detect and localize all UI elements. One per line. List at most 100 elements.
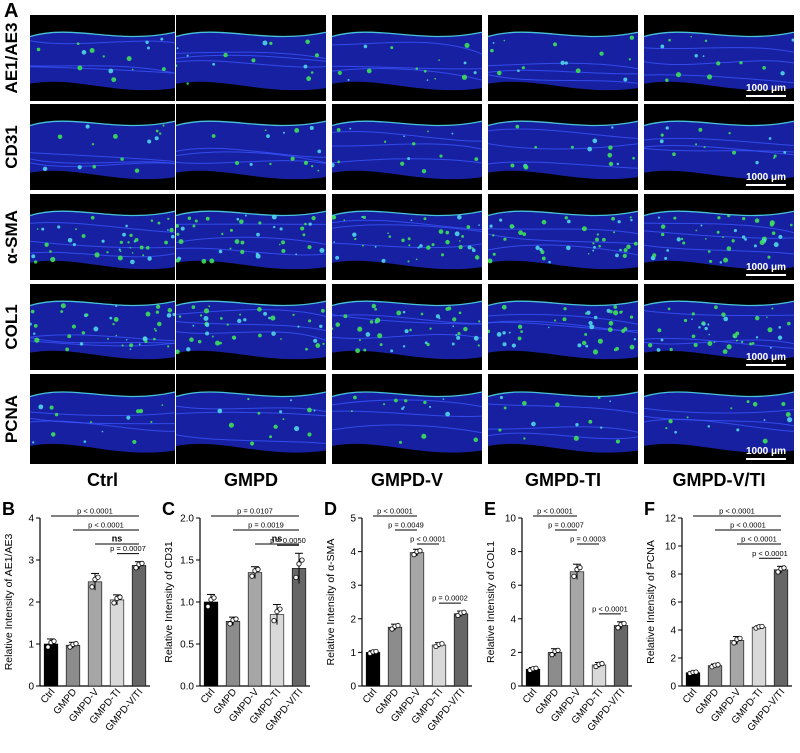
bar-gmpd-v-ti (773, 569, 789, 687)
significance-bracket: p = 0.0007 (548, 521, 584, 531)
tissue-section (644, 32, 794, 91)
p-value-label: p = 0.0107 (237, 507, 273, 516)
significance-bracket: p < 0.0001 (752, 549, 788, 559)
p-value-label: p < 0.0001 (537, 507, 573, 516)
micrograph-col1-gmpd (176, 284, 326, 370)
y-axis-label: Relative Intensity of α-SMA (325, 539, 337, 666)
chart-c: C Relative Intensity of CD31 0.0 0.5 1.0 1.5 2… (160, 498, 318, 748)
bar-gmpd (225, 621, 241, 687)
y-tick-label: 10 (505, 514, 517, 525)
micrograph--sma-gmpd-v (332, 194, 482, 280)
scale-bar: 1000 μm (745, 352, 786, 366)
significance-bracket: p = 0.0049 (388, 521, 424, 531)
tissue-section (176, 301, 326, 360)
data-point (417, 548, 423, 554)
scale-bar-label: 1000 μm (745, 83, 786, 94)
micrograph--sma-ctrl (30, 194, 175, 280)
y-axis-label: Relative Intensity of COL1 (485, 541, 497, 663)
panel-letter-f: F (644, 499, 655, 519)
y-tick-label: 2 (510, 648, 516, 659)
p-value-label: p < 0.0001 (752, 549, 788, 558)
data-point (51, 638, 57, 644)
micrograph-cd31-gmpd (176, 104, 326, 190)
p-value-label: p < 0.0001 (592, 604, 628, 613)
y-tick-label: 0.5 (180, 640, 194, 651)
bar-gmpd-v-ti (453, 613, 469, 687)
y-tick-label: 4 (510, 614, 516, 625)
significance-bracket: p < 0.0001 (592, 604, 628, 615)
y-tick-label: 1 (28, 640, 34, 651)
p-value-label: p = 0.0007 (548, 521, 584, 530)
p-value-label: ns (112, 534, 123, 544)
data-point (395, 622, 401, 629)
bar-gmpd-v (247, 572, 263, 687)
micrograph--sma-gmpd (176, 194, 326, 280)
y-axis-label: Relative Intensity of CD31 (163, 541, 175, 663)
scale-bar-line (745, 458, 786, 460)
bar-gmpd-v-ti (613, 625, 629, 687)
tissue-section (30, 392, 175, 453)
micrograph-cd31-gmpd-ti (488, 104, 638, 190)
y-tick-label: 0 (670, 682, 676, 693)
significance-bracket: p < 0.0001 (73, 521, 139, 531)
bar-gmpd-v-ti (131, 565, 147, 687)
chart-f: F Relative Intensity of PCNA 0 2 4 6 8 10 12 Ctrl… (642, 498, 800, 748)
y-tick-label: 6 (670, 598, 676, 609)
significance-bracket: p < 0.0001 (373, 507, 417, 517)
significance-bracket: p = 0.0007 (110, 544, 146, 555)
y-tick-label: 2 (350, 614, 356, 625)
column-label-gmpd-v: GMPD-V (371, 470, 443, 490)
micrograph-ae1-ae3-gmpd-v (332, 15, 482, 101)
micrograph-col1-ctrl (30, 284, 175, 370)
bar-ctrl (203, 601, 219, 687)
y-tick-label: 2 (28, 598, 34, 609)
data-point (461, 609, 467, 615)
y-tick-label: 4 (350, 547, 356, 558)
micrograph-pcna-ctrl (30, 374, 175, 464)
p-value-label: ns (272, 534, 283, 544)
scale-bar-label: 1000 μm (745, 352, 786, 363)
scale-bar: 1000 μm (745, 83, 786, 97)
p-value-label: p < 0.0001 (719, 507, 755, 516)
row-label-pcna: PCNA (2, 394, 21, 444)
data-point (781, 565, 787, 571)
significance-bracket: p < 0.0001 (410, 535, 446, 545)
micrograph-cd31-gmpd-v (332, 104, 482, 190)
data-point (133, 565, 139, 571)
scale-bar-label: 1000 μm (745, 172, 786, 183)
data-point (277, 606, 283, 612)
p-value-label: p = 0.0049 (388, 521, 424, 530)
row-label-col1: COL1 (2, 304, 21, 350)
bar-gmpd (547, 652, 563, 687)
column-label-gmpd: GMPD (224, 470, 278, 490)
data-point (759, 623, 765, 630)
data-point (577, 565, 583, 571)
micrograph-ae1-ae3-gmpd (176, 15, 326, 101)
bar-gmpd-ti (109, 599, 125, 687)
chart-d: D Relative Intensity of α-SMA 0 1 2 3 4 5 Ctrl GM… (322, 498, 480, 748)
row-label-cd31: CD31 (2, 125, 21, 169)
y-tick-label: 0 (28, 682, 34, 693)
data-point (775, 569, 781, 575)
bar-gmpd (387, 626, 403, 687)
significance-bracket: p < 0.0001 (737, 535, 781, 545)
y-axis-label: Relative Intensity of AE1/AE3 (3, 534, 15, 671)
y-tick-label: 2.0 (180, 514, 194, 525)
tissue-section (332, 32, 482, 91)
tissue-section (644, 121, 794, 180)
tissue-section (176, 392, 326, 453)
p-value-label: p < 0.0001 (741, 535, 777, 544)
panel-letter-c: C (162, 499, 175, 519)
micrograph-ae1-ae3-gmpd-v-ti: 1000 μm (644, 15, 794, 101)
data-point (599, 661, 605, 667)
y-tick-label: 5 (350, 514, 356, 525)
panel-letter-b: B (2, 499, 15, 519)
bar-gmpd-v (87, 581, 103, 687)
y-tick-label: 10 (665, 542, 677, 553)
p-value-label: p < 0.0001 (377, 507, 413, 516)
bar-gmpd-v (569, 571, 585, 687)
data-point (571, 573, 577, 579)
data-point (117, 594, 123, 600)
y-tick-label: 4 (670, 626, 676, 637)
tissue-section (488, 121, 638, 180)
